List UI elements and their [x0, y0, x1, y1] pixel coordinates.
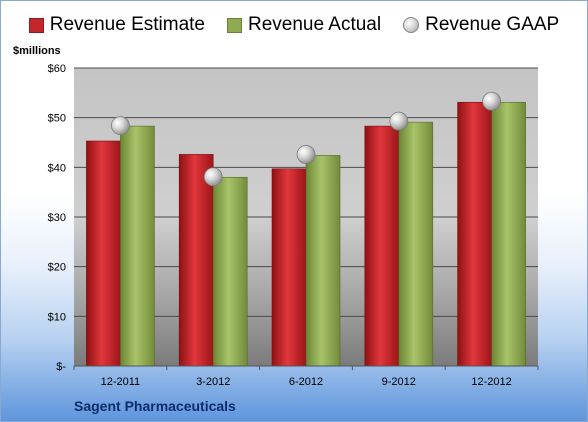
bar-revenue-estimate: [86, 140, 121, 367]
bar-revenue-estimate: [364, 125, 400, 367]
y-tick-label: $50: [48, 113, 66, 125]
bars: [86, 101, 526, 367]
legend-item-actual: Revenue Actual: [227, 14, 381, 36]
x-tick-label: 12-2011: [101, 376, 141, 388]
marker-revenue-gaap: [203, 167, 223, 187]
legend-label-actual: Revenue Actual: [248, 14, 382, 35]
marker-revenue-gaap: [296, 145, 316, 164]
x-tick-label: 12-2012: [471, 376, 511, 388]
legend-label-estimate: Revenue Estimate: [49, 14, 205, 35]
bar-revenue-actual: [120, 125, 155, 367]
marker-revenue-gaap: [482, 91, 502, 111]
legend-marker-gaap: [403, 17, 420, 33]
bar-revenue-actual: [212, 176, 248, 367]
y-tick-label: $30: [48, 212, 66, 224]
gaap-markers: [111, 91, 502, 187]
x-tick-label: 3-2012: [196, 376, 230, 388]
bar-revenue-estimate: [178, 154, 214, 367]
legend: Revenue Estimate Revenue Actual Revenue …: [0, 14, 588, 36]
marker-revenue-gaap: [389, 111, 409, 131]
company-name: Sagent Pharmaceuticals: [74, 398, 236, 414]
y-tick-label: $60: [48, 63, 66, 75]
bar-revenue-estimate: [271, 168, 307, 367]
x-tick-label: 9-2012: [382, 376, 416, 388]
y-axis-ticks: $- $10 $20 $30 $40 $50 $60: [48, 63, 67, 373]
units-label: $millions: [13, 45, 61, 57]
x-tick-label: 6-2012: [289, 376, 323, 388]
legend-label-gaap: Revenue GAAP: [425, 14, 560, 35]
legend-swatch-estimate: [28, 17, 44, 33]
y-tick-label: $20: [48, 262, 66, 274]
legend-swatch-actual: [227, 17, 242, 33]
bar-revenue-actual: [398, 121, 434, 367]
y-tick-label: $-: [56, 361, 66, 373]
bar-revenue-estimate: [457, 101, 492, 367]
marker-revenue-gaap: [111, 116, 130, 136]
y-tick-label: $40: [48, 162, 66, 174]
y-tick-label: $10: [48, 311, 66, 323]
bar-revenue-actual: [491, 101, 526, 367]
bar-revenue-actual: [305, 155, 341, 367]
legend-item-estimate: Revenue Estimate: [28, 14, 205, 36]
legend-item-gaap: Revenue GAAP: [403, 14, 559, 36]
x-axis-ticks: 12-2011 3-2012 6-2012 9-2012 12-2012: [73, 366, 539, 388]
